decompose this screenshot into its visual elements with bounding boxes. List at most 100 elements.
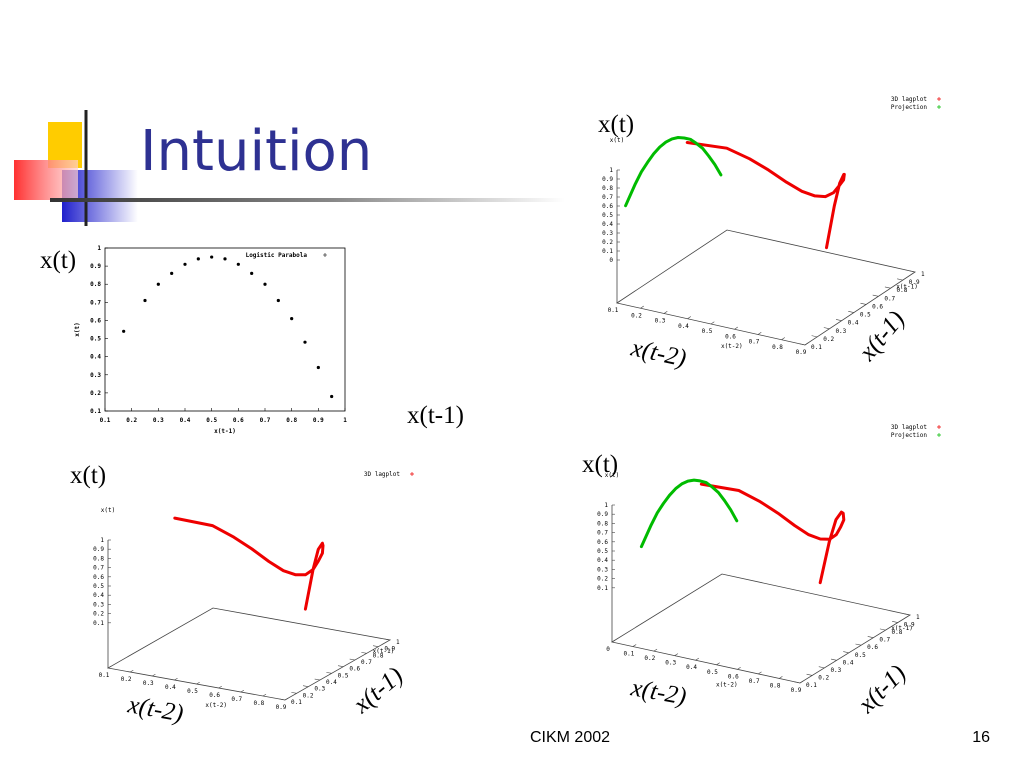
z-tick-label: 1 (609, 167, 613, 174)
y-tick (897, 278, 903, 281)
x-tick-label: 0.7 (231, 696, 242, 703)
x-tick-label: 0.6 (209, 692, 220, 699)
z-tick-label: 0.6 (602, 203, 613, 210)
legend-marker (937, 105, 941, 109)
x-tick (757, 332, 762, 335)
z-tick-label: 0.5 (602, 212, 613, 219)
z-tick-label: 0.2 (602, 239, 613, 246)
y-tick (823, 327, 830, 330)
x-tick (799, 680, 804, 684)
x-tick-label: 1 (343, 417, 347, 424)
z-tick-label: 0.9 (93, 546, 104, 553)
z-tick-label: 1 (100, 537, 104, 544)
curve (624, 136, 723, 208)
x-tick-label: 0.9 (276, 704, 287, 711)
data-point (156, 282, 160, 286)
y-tick (884, 286, 891, 289)
y-tick-label: 0.5 (855, 652, 866, 659)
y-tick-label: 0.6 (872, 303, 883, 310)
z-tick-label: 0.1 (93, 620, 104, 627)
x-tick (674, 653, 679, 656)
data-point (236, 262, 240, 266)
x-tick-label: 0.3 (143, 680, 154, 687)
z-tick-label: 0.3 (597, 566, 608, 573)
y-tick-label: 0.8 (897, 287, 908, 294)
z-tick-label: 0.1 (602, 248, 613, 255)
axis-annotation: x(t) (40, 247, 76, 274)
legend-marker (323, 253, 327, 257)
y-tick (892, 621, 898, 623)
y-tick-label: 0.4 (90, 354, 101, 361)
z-tick-label: 0.3 (93, 601, 104, 608)
data-point (250, 271, 254, 275)
x-tick-label: 0.2 (631, 312, 642, 319)
z-tick-label: 0.8 (602, 185, 613, 192)
data-point (290, 317, 294, 321)
legend-label: Logistic Parabola (246, 252, 308, 259)
z-tick-label: 0.5 (93, 583, 104, 590)
x-tick-label: 0.9 (796, 349, 807, 356)
curve (699, 482, 846, 585)
x-tick-label: 0.6 (725, 333, 736, 340)
curve (173, 516, 325, 611)
x-tick-label: 0.4 (165, 684, 176, 691)
y-tick (291, 692, 297, 694)
y-tick (843, 651, 849, 654)
axis-annotation: x(t-2) (628, 674, 688, 710)
z-tick-label: 0.4 (93, 592, 104, 599)
y-tick (811, 335, 818, 338)
x-tick-label: 0.7 (749, 339, 760, 346)
y-tick-label: 0.3 (90, 372, 101, 379)
y-tick-label: 0.7 (90, 299, 101, 306)
z-tick-label: 0 (609, 257, 613, 264)
z-axis-label: x(t) (101, 507, 115, 514)
x-tick-label: 0.4 (180, 417, 191, 424)
y-tick-label: 0.4 (843, 659, 854, 666)
y-tick (279, 698, 286, 701)
x-tick (174, 677, 178, 681)
x-tick (616, 300, 621, 304)
x-tick-label: 0.1 (100, 417, 111, 424)
axis-annotation: x(t) (70, 462, 106, 489)
legend-marker (410, 472, 414, 476)
x-tick-label: 0.9 (313, 417, 324, 424)
axis-annotation: x(t-2) (125, 691, 185, 727)
axis-annotation: x(t) (582, 451, 618, 478)
footer-venue: CIKM 2002 (530, 729, 610, 746)
y-tick-label: 0.4 (848, 320, 859, 327)
y-tick-label: 0.6 (867, 644, 878, 651)
y-tick (361, 652, 367, 654)
y-tick (794, 681, 801, 684)
x-tick (107, 665, 112, 669)
x-tick (663, 311, 668, 314)
y-tick (806, 673, 813, 676)
data-point (223, 257, 227, 261)
x-tick (284, 697, 289, 701)
y-tick (799, 343, 806, 346)
y-tick (909, 270, 916, 273)
y-tick (904, 613, 911, 616)
z-tick-label: 0.4 (602, 221, 613, 228)
x-tick (129, 669, 134, 673)
y-tick-label: 0.2 (90, 390, 101, 397)
x-tick (152, 673, 156, 677)
z-tick-label: 0.5 (597, 548, 608, 555)
y-tick (349, 658, 356, 661)
x-tick (734, 326, 738, 330)
x-axis-label: x(t-2) (716, 682, 738, 689)
x-tick-label: 0.6 (233, 417, 244, 424)
y-tick-label: 1 (396, 639, 400, 646)
data-point (263, 282, 267, 286)
y-tick-label: 1 (97, 245, 101, 252)
z-tick-label: 0.3 (602, 230, 613, 237)
x-tick (262, 693, 267, 697)
y-tick-label: 0.8 (90, 281, 101, 288)
x-tick-label: 0.6 (728, 673, 739, 680)
x-tick-label: 0.2 (121, 676, 132, 683)
z-tick-label: 0.6 (597, 539, 608, 546)
z-tick-label: 0.4 (597, 557, 608, 564)
x-tick-label: 0.5 (206, 417, 217, 424)
y-tick (314, 678, 321, 681)
y-tick (337, 665, 344, 667)
